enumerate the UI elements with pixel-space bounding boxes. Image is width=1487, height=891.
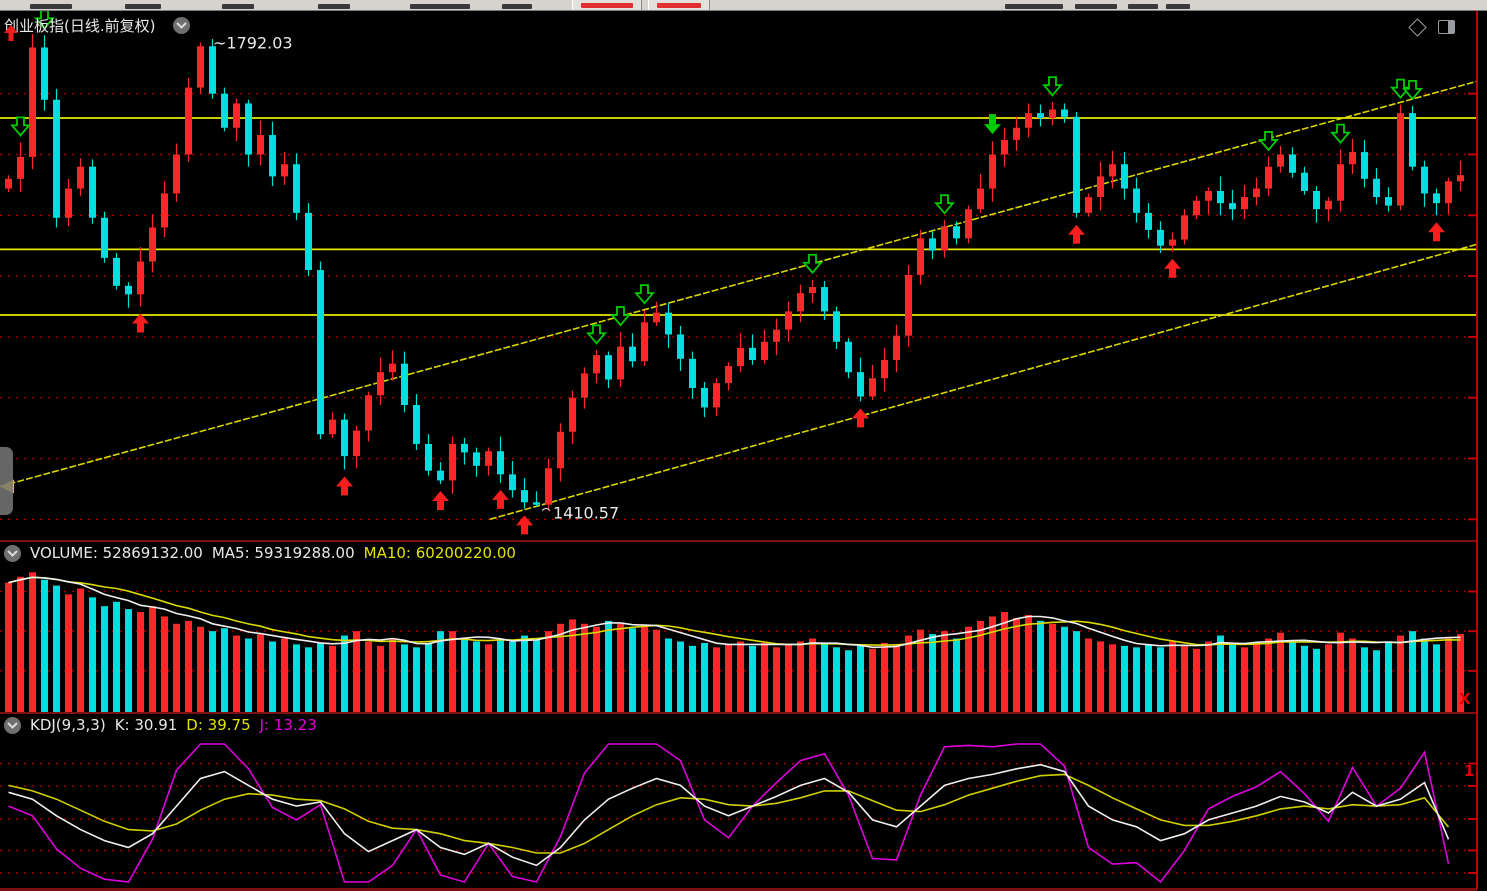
volume-value-text: VOLUME: 52869132.00 — [30, 544, 203, 562]
axis-label-x: X — [1459, 690, 1471, 708]
chart-stage: ~1792.03 1410.57 创业板指(日线.前复权) VOLUME: 528… — [0, 11, 1487, 891]
menu-item-fragment[interactable] — [1005, 4, 1063, 9]
collapse-main-chevron-icon[interactable] — [173, 16, 191, 34]
menu-item-fragment[interactable] — [222, 4, 254, 9]
menu-item-fragment[interactable] — [410, 4, 470, 9]
panel-divider — [0, 540, 1477, 542]
volume-ma10-text: MA10: 60200220.00 — [363, 544, 516, 562]
kdj-k-text: K: 30.91 — [114, 716, 178, 734]
menu-item-fragment[interactable] — [30, 4, 72, 9]
svg-text:~1792.03: ~1792.03 — [213, 34, 293, 53]
collapse-kdj-chevron-icon[interactable] — [4, 716, 21, 734]
svg-text:1410.57: 1410.57 — [553, 503, 619, 522]
right-price-axis — [1476, 11, 1478, 889]
kdj-d-text: D: 39.75 — [186, 716, 251, 734]
kdj-name-text: KDJ(9,3,3) — [30, 716, 106, 734]
volume-header: VOLUME: 52869132.00 MA5: 59319288.00 MA1… — [4, 542, 516, 564]
menu-red-button[interactable] — [572, 0, 642, 10]
split-panel-icon[interactable] — [1438, 20, 1455, 34]
collapse-volume-chevron-icon[interactable] — [4, 544, 21, 562]
axis-label-one: 1 — [1464, 762, 1475, 780]
bottom-border — [0, 888, 1477, 891]
volume-ma5-text: MA5: 59319288.00 — [211, 544, 355, 562]
menu-item-fragment[interactable] — [125, 4, 161, 9]
left-slideout-handle[interactable] — [0, 447, 13, 515]
main-candlestick-chart[interactable]: ~1792.03 1410.57 — [0, 11, 1477, 540]
kdj-header: KDJ(9,3,3) K: 30.91 D: 39.75 J: 13.23 — [4, 714, 317, 736]
menu-item-fragment[interactable] — [318, 4, 350, 9]
panel-divider — [0, 712, 1477, 714]
window-corner-icons — [1408, 17, 1455, 37]
page-title: 创业板指(日线.前复权) — [4, 16, 156, 35]
menu-item-fragment[interactable] — [1166, 4, 1190, 9]
menu-bar[interactable] — [0, 0, 1487, 11]
menu-item-fragment[interactable] — [502, 4, 532, 9]
chart-title-row: 创业板指(日线.前复权) — [4, 14, 191, 41]
menu-red-button[interactable] — [648, 0, 710, 10]
kdj-j-text: J: 13.23 — [259, 716, 317, 734]
volume-chart[interactable] — [0, 565, 1477, 712]
menu-item-fragment[interactable] — [1075, 4, 1117, 9]
diamond-icon[interactable] — [1408, 17, 1427, 37]
menu-item-fragment[interactable] — [1128, 4, 1158, 9]
kdj-chart[interactable] — [0, 738, 1477, 888]
